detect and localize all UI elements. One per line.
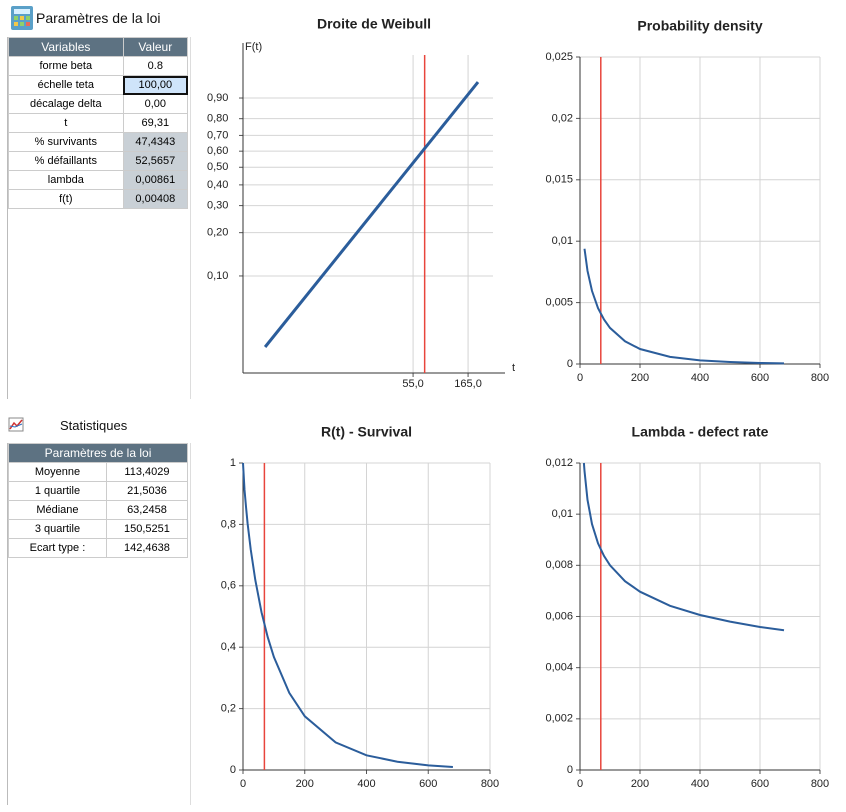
- y-tick-label: 0,6: [221, 580, 236, 592]
- y-tick-label: 0: [567, 764, 573, 776]
- y-tick-label: 0: [567, 358, 573, 370]
- y-tick-label: 0,01: [552, 235, 573, 247]
- x-tick-label: 200: [296, 778, 314, 790]
- table-cell: 52,5657: [122, 151, 189, 171]
- x-tick-label: 600: [751, 778, 769, 790]
- y-tick-label: 0,4: [221, 641, 236, 653]
- table-row: % défaillants 52,5657: [8, 151, 189, 171]
- table-cell: 3 quartile: [8, 519, 107, 539]
- y-tick-label: 0,008: [545, 559, 573, 571]
- header-cell: Valeur: [122, 37, 189, 57]
- x-tick-label: 600: [751, 372, 769, 384]
- chart-title: Droite de Weibull: [317, 16, 431, 32]
- table-row: Moyenne 113,4029: [8, 462, 189, 482]
- x-tick-label: 800: [481, 778, 499, 790]
- table-cell: 0,00408: [122, 189, 189, 209]
- y-tick-label: 0: [230, 764, 236, 776]
- y-tick-label: 0,10: [207, 270, 228, 282]
- table-cell: 21,5036: [105, 481, 189, 501]
- y-tick-label: 0,30: [207, 200, 228, 212]
- y-tick-label: 1: [230, 457, 236, 469]
- table-row: Médiane 63,2458: [8, 500, 189, 520]
- x-tick-label: 200: [631, 778, 649, 790]
- x-tick-label: 800: [811, 372, 829, 384]
- stats-title: Statistiques: [60, 418, 128, 433]
- data-line: [582, 462, 785, 632]
- x-tick-label: 400: [691, 372, 709, 384]
- table-cell: Ecart type :: [8, 538, 107, 558]
- chart-title: R(t) - Survival: [321, 424, 412, 440]
- table-row: f(t) 0,00408: [8, 189, 189, 209]
- table-cell: 69,31: [122, 113, 189, 133]
- x-axis-label: t: [512, 362, 515, 374]
- table-row: 3 quartile 150,5251: [8, 519, 189, 539]
- y-tick-label: 0,2: [221, 703, 236, 715]
- table-cell: 142,4638: [105, 538, 189, 558]
- table-cell: % défaillants: [8, 151, 124, 171]
- y-axis-label: F(t): [245, 41, 262, 53]
- params-icon: [11, 6, 33, 30]
- table-cell: 0,00861: [122, 170, 189, 190]
- table-row: Ecart type :142,4638: [8, 538, 189, 558]
- y-tick-label: 0,004: [545, 662, 573, 674]
- x-tick-label: 800: [811, 778, 829, 790]
- chart-title: Probability density: [637, 18, 762, 34]
- x-tick-label: 200: [631, 372, 649, 384]
- table-cell[interactable]: 100,00: [122, 75, 189, 95]
- y-tick-label: 0,8: [221, 518, 236, 530]
- table-row: % survivants 47,4343: [8, 132, 189, 152]
- x-tick-label: 400: [357, 778, 375, 790]
- y-tick-label: 0,50: [207, 161, 228, 173]
- data-line: [242, 462, 453, 768]
- params-table: Variables Valeur forme beta 0.8 échelle tet…: [8, 37, 189, 209]
- table-row: lambda 0,00861: [8, 170, 189, 190]
- x-tick-label: 400: [691, 778, 709, 790]
- y-tick-label: 0,01: [552, 508, 573, 520]
- data-line: [583, 248, 785, 365]
- chart-title: Lambda - defect rate: [632, 424, 769, 440]
- stats-icon: [8, 417, 24, 432]
- x-tick-label: 0: [240, 778, 246, 790]
- table-cell: f(t): [8, 189, 124, 209]
- params-panel: Variables Valeur forme beta 0.8 échelle tet…: [7, 37, 191, 399]
- y-tick-label: 0,40: [207, 179, 228, 191]
- y-tick-label: 0,20: [207, 227, 228, 239]
- y-tick-label: 0,012: [545, 457, 573, 469]
- y-tick-label: 0,002: [545, 713, 573, 725]
- stats-panel: Paramètres de la loi Moyenne 113,4029 1 qu…: [7, 443, 191, 805]
- x-tick-label: 0: [577, 778, 583, 790]
- x-tick-label: 165,0: [454, 378, 482, 390]
- stats-table: Paramètres de la loi Moyenne 113,4029 1 qu…: [8, 443, 189, 558]
- y-tick-label: 0,80: [207, 113, 228, 125]
- x-tick-label: 55,0: [402, 378, 423, 390]
- table-cell: lambda: [8, 170, 124, 190]
- y-tick-label: 0,025: [545, 51, 573, 63]
- y-tick-label: 0,006: [545, 610, 573, 622]
- x-tick-label: 600: [419, 778, 437, 790]
- data-line: [263, 81, 480, 348]
- y-tick-label: 0,005: [545, 297, 573, 309]
- y-tick-label: 0,60: [207, 145, 228, 157]
- table-row: échelle teta 100,00: [8, 75, 189, 95]
- table-cell: % survivants: [8, 132, 124, 152]
- table-cell: Médiane: [8, 500, 107, 520]
- params-title: Paramètres de la loi: [36, 10, 161, 26]
- y-tick-label: 0,70: [207, 129, 228, 141]
- y-tick-label: 0,015: [545, 174, 573, 186]
- header-cell: Variables: [8, 37, 124, 57]
- table-row: 1 quartile 21,5036: [8, 481, 189, 501]
- y-tick-label: 0,90: [207, 92, 228, 104]
- table-cell: forme beta: [8, 56, 124, 76]
- y-tick-label: 0,02: [552, 112, 573, 124]
- x-tick-label: 0: [577, 372, 583, 384]
